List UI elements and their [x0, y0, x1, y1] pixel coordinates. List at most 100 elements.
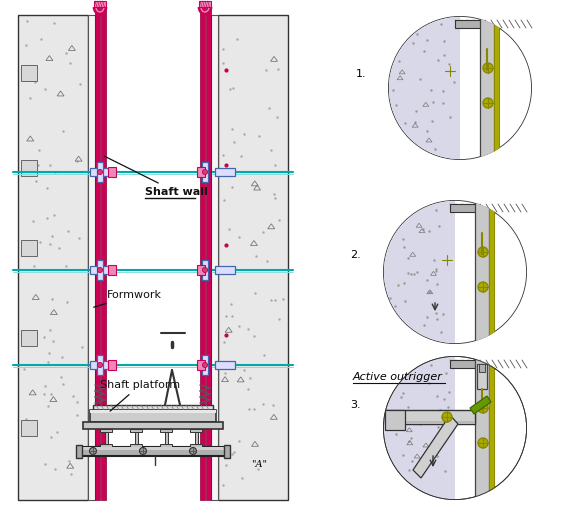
- Text: "A": "A": [251, 460, 267, 469]
- Bar: [475, 356, 489, 500]
- Circle shape: [98, 169, 103, 174]
- Bar: [134, 432, 137, 444]
- Circle shape: [478, 282, 488, 292]
- Circle shape: [442, 412, 452, 422]
- Bar: [385, 410, 405, 430]
- Bar: [90, 266, 110, 274]
- Text: Shaft wall: Shaft wall: [105, 156, 208, 197]
- Bar: [480, 16, 494, 160]
- Circle shape: [140, 447, 147, 455]
- Bar: [90, 410, 216, 413]
- Circle shape: [98, 267, 103, 272]
- Polygon shape: [470, 396, 491, 414]
- Bar: [199, 1, 211, 7]
- Bar: [390, 81, 480, 84]
- Circle shape: [478, 438, 488, 448]
- Circle shape: [388, 16, 532, 160]
- Bar: [97, 355, 103, 375]
- Bar: [484, 24, 490, 32]
- Bar: [21, 240, 37, 256]
- Text: Shaft platform: Shaft platform: [100, 380, 180, 411]
- Bar: [390, 70, 480, 84]
- Bar: [215, 266, 235, 274]
- Text: 3.: 3.: [350, 400, 361, 410]
- Bar: [479, 208, 485, 216]
- Bar: [100, 444, 112, 447]
- Bar: [83, 422, 223, 429]
- Bar: [101, 7, 106, 500]
- Bar: [80, 447, 226, 450]
- Bar: [108, 265, 116, 275]
- Bar: [455, 20, 532, 28]
- Bar: [477, 364, 487, 389]
- Circle shape: [445, 66, 455, 76]
- Bar: [130, 429, 142, 432]
- Text: Formwork: Formwork: [93, 290, 162, 307]
- Bar: [194, 432, 197, 444]
- Circle shape: [442, 255, 452, 265]
- Circle shape: [203, 267, 207, 272]
- Bar: [482, 24, 492, 49]
- Bar: [489, 200, 494, 344]
- Polygon shape: [163, 370, 182, 405]
- Bar: [93, 405, 213, 410]
- Wedge shape: [384, 357, 455, 499]
- Bar: [21, 420, 37, 436]
- Bar: [475, 200, 489, 344]
- Bar: [95, 7, 100, 500]
- Bar: [21, 160, 37, 176]
- Text: 1.: 1.: [356, 69, 367, 79]
- Bar: [94, 1, 106, 7]
- Polygon shape: [413, 415, 458, 478]
- Bar: [450, 360, 527, 368]
- Bar: [197, 265, 205, 275]
- Bar: [202, 355, 208, 375]
- Bar: [148, 443, 162, 460]
- Polygon shape: [166, 351, 188, 365]
- Bar: [202, 162, 208, 182]
- Circle shape: [478, 247, 488, 257]
- Circle shape: [383, 356, 527, 500]
- Circle shape: [203, 169, 207, 174]
- Bar: [489, 356, 494, 500]
- Bar: [90, 168, 110, 176]
- Polygon shape: [470, 240, 491, 258]
- Bar: [494, 16, 499, 160]
- Circle shape: [189, 447, 196, 455]
- Bar: [385, 410, 475, 424]
- Bar: [190, 429, 202, 432]
- Bar: [88, 15, 95, 500]
- Bar: [479, 364, 485, 372]
- Bar: [190, 444, 202, 447]
- Bar: [197, 360, 205, 370]
- Bar: [80, 447, 226, 456]
- Bar: [425, 67, 460, 75]
- Bar: [477, 208, 487, 233]
- Bar: [385, 265, 475, 268]
- Bar: [478, 72, 494, 80]
- Circle shape: [163, 323, 183, 343]
- Bar: [215, 168, 235, 176]
- Bar: [197, 167, 205, 177]
- Circle shape: [483, 98, 493, 108]
- Bar: [90, 361, 110, 369]
- Circle shape: [383, 200, 527, 344]
- Bar: [218, 15, 288, 500]
- Bar: [21, 330, 37, 346]
- Circle shape: [89, 447, 96, 455]
- Wedge shape: [389, 17, 460, 159]
- Polygon shape: [161, 347, 184, 370]
- Bar: [215, 361, 235, 369]
- Bar: [202, 260, 208, 280]
- Bar: [100, 429, 112, 432]
- Bar: [385, 421, 475, 424]
- Bar: [90, 410, 216, 422]
- Bar: [97, 260, 103, 280]
- Text: Active outrigger: Active outrigger: [353, 372, 443, 382]
- Bar: [165, 432, 168, 444]
- Bar: [130, 444, 142, 447]
- Polygon shape: [158, 352, 180, 365]
- Wedge shape: [384, 201, 455, 343]
- Bar: [105, 432, 107, 444]
- Bar: [450, 204, 527, 212]
